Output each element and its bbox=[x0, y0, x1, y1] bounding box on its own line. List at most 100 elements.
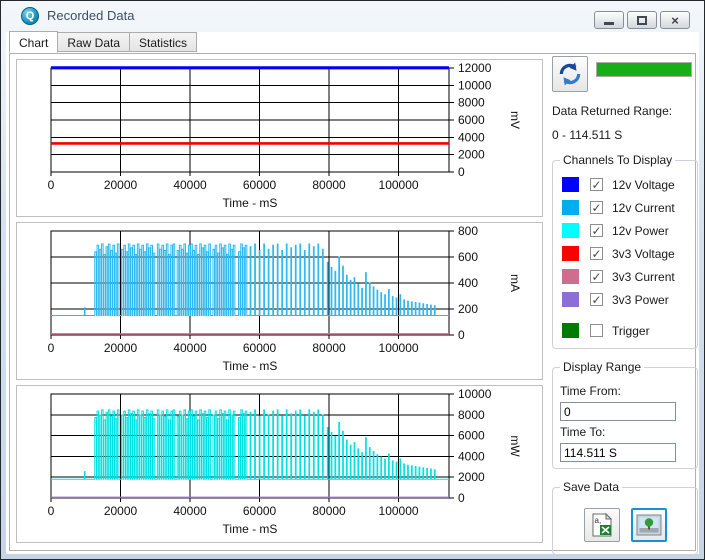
svg-text:100000: 100000 bbox=[379, 504, 419, 518]
time-from-input[interactable] bbox=[560, 402, 676, 421]
channel-row: ✓ 12v Current bbox=[560, 196, 690, 219]
channel-color-swatch bbox=[562, 200, 579, 215]
svg-text:600: 600 bbox=[458, 250, 478, 264]
svg-text:mA: mA bbox=[508, 274, 522, 292]
channel-label: 3v3 Voltage bbox=[612, 246, 675, 261]
svg-text:mV: mV bbox=[508, 111, 522, 129]
voltage-chart: 0 2000 4000 6000 8000 10000 12000 0 20000 40000 60… bbox=[48, 61, 522, 210]
minimize-button[interactable] bbox=[594, 11, 624, 29]
svg-text:Time - mS: Time - mS bbox=[223, 522, 278, 536]
svg-text:Time - mS: Time - mS bbox=[223, 196, 278, 210]
svg-text:800: 800 bbox=[458, 224, 478, 238]
save-data-group-label: Save Data bbox=[560, 480, 623, 494]
svg-text:0: 0 bbox=[458, 491, 465, 505]
svg-text:4000: 4000 bbox=[458, 449, 485, 463]
channel-checkbox[interactable] bbox=[590, 324, 603, 337]
current-chart-panel: 0 200 400 600 800 0 20000 40000 60000 80000 100000… bbox=[16, 222, 543, 380]
svg-text:60000: 60000 bbox=[243, 504, 277, 518]
channel-checkbox[interactable]: ✓ bbox=[590, 200, 603, 215]
window-controls: × bbox=[594, 11, 690, 29]
svg-text:80000: 80000 bbox=[312, 178, 346, 192]
save-data-group: Save Data a, bbox=[552, 480, 698, 555]
save-csv-button[interactable]: a, bbox=[583, 508, 620, 542]
sidebar: Data Returned Range: 0 - 114.511 S Chann… bbox=[552, 56, 698, 555]
svg-text:20000: 20000 bbox=[104, 178, 138, 192]
svg-text:2000: 2000 bbox=[458, 148, 485, 162]
current-chart: 0 200 400 600 800 0 20000 40000 60000 80000 100000… bbox=[48, 224, 522, 373]
refresh-button[interactable] bbox=[552, 56, 588, 92]
channel-label: 12v Current bbox=[612, 200, 675, 215]
window-title: Recorded Data bbox=[47, 8, 135, 23]
display-range-group-label: Display Range bbox=[560, 360, 645, 374]
svg-text:12000: 12000 bbox=[458, 61, 492, 75]
svg-text:400: 400 bbox=[458, 276, 478, 290]
channel-checkbox[interactable]: ✓ bbox=[590, 292, 603, 307]
channel-color-swatch bbox=[562, 323, 579, 338]
channel-color-swatch bbox=[562, 269, 579, 284]
channel-checkbox[interactable]: ✓ bbox=[590, 269, 603, 284]
data-returned-range-label: Data Returned Range: bbox=[552, 104, 673, 118]
channel-label: 12v Voltage bbox=[612, 177, 675, 192]
progress-bar bbox=[596, 62, 692, 77]
refresh-icon bbox=[559, 62, 581, 86]
save-image-icon bbox=[636, 514, 661, 536]
channel-row: ✓ 3v3 Current bbox=[560, 265, 690, 288]
svg-text:6000: 6000 bbox=[458, 429, 485, 443]
time-to-input[interactable] bbox=[560, 443, 676, 462]
power-chart-panel: 0 2000 4000 6000 8000 10000 0 20000 40000 60000 80… bbox=[16, 385, 543, 543]
svg-text:40000: 40000 bbox=[173, 341, 207, 355]
channel-label: 12v Power bbox=[612, 223, 669, 238]
svg-text:4000: 4000 bbox=[458, 130, 485, 144]
svg-text:0: 0 bbox=[48, 504, 55, 518]
refresh-row bbox=[552, 56, 698, 92]
tab-chart[interactable]: Chart bbox=[9, 31, 59, 53]
progress-fill bbox=[597, 63, 691, 76]
save-image-button[interactable] bbox=[630, 508, 667, 542]
tab-statistics[interactable]: Statistics bbox=[129, 32, 198, 52]
svg-text:0: 0 bbox=[48, 178, 55, 192]
app-logo-icon: Q bbox=[21, 6, 39, 25]
channel-checkbox[interactable]: ✓ bbox=[590, 246, 603, 261]
client-area: Chart Raw Data Statistics 0 2000 4000 6000 8… bbox=[6, 31, 699, 555]
channel-color-swatch bbox=[562, 223, 579, 238]
channel-row: ✓ 3v3 Power bbox=[560, 288, 690, 311]
channels-group-label: Channels To Display bbox=[560, 153, 676, 167]
channel-color-swatch bbox=[562, 292, 579, 307]
tab-raw-data[interactable]: Raw Data bbox=[57, 32, 131, 52]
maximize-icon bbox=[637, 15, 647, 25]
channel-row: ✓ 12v Power bbox=[560, 219, 690, 242]
svg-text:40000: 40000 bbox=[173, 178, 207, 192]
channels-list: ✓ 12v Voltage ✓ 12v Current ✓ 12v Power ✓ 3v3 V… bbox=[560, 173, 690, 342]
save-buttons-row: a, bbox=[560, 500, 690, 548]
close-button[interactable]: × bbox=[660, 11, 690, 29]
channel-label: Trigger bbox=[612, 323, 650, 338]
channels-group: Channels To Display ✓ 12v Voltage ✓ 12v Cur… bbox=[552, 153, 698, 349]
svg-text:20000: 20000 bbox=[104, 504, 138, 518]
svg-text:60000: 60000 bbox=[243, 178, 277, 192]
svg-text:Time - mS: Time - mS bbox=[223, 359, 278, 373]
maximize-button[interactable] bbox=[627, 11, 657, 29]
data-returned-range-value: 0 - 114.511 S bbox=[552, 128, 623, 142]
svg-text:100000: 100000 bbox=[379, 341, 419, 355]
svg-text:100000: 100000 bbox=[379, 178, 419, 192]
svg-text:10000: 10000 bbox=[458, 387, 492, 401]
svg-text:2000: 2000 bbox=[458, 470, 485, 484]
svg-text:200: 200 bbox=[458, 302, 478, 316]
channel-row: ✓ 3v3 Voltage bbox=[560, 242, 690, 265]
channel-label: 3v3 Power bbox=[612, 292, 669, 307]
svg-text:0: 0 bbox=[48, 341, 55, 355]
svg-text:20000: 20000 bbox=[104, 341, 138, 355]
svg-text:0: 0 bbox=[458, 328, 465, 342]
svg-text:8000: 8000 bbox=[458, 408, 485, 422]
title-bar: Q Recorded Data × bbox=[1, 1, 704, 30]
channel-checkbox[interactable]: ✓ bbox=[590, 177, 603, 192]
channel-checkbox[interactable]: ✓ bbox=[590, 223, 603, 238]
channel-row: ✓ 12v Voltage bbox=[560, 173, 690, 196]
svg-text:40000: 40000 bbox=[173, 504, 207, 518]
svg-text:a,: a, bbox=[594, 516, 601, 525]
svg-text:0: 0 bbox=[458, 165, 465, 179]
svg-text:80000: 80000 bbox=[312, 504, 346, 518]
charts-column: 0 2000 4000 6000 8000 10000 12000 0 20000 40000 60… bbox=[16, 59, 543, 548]
